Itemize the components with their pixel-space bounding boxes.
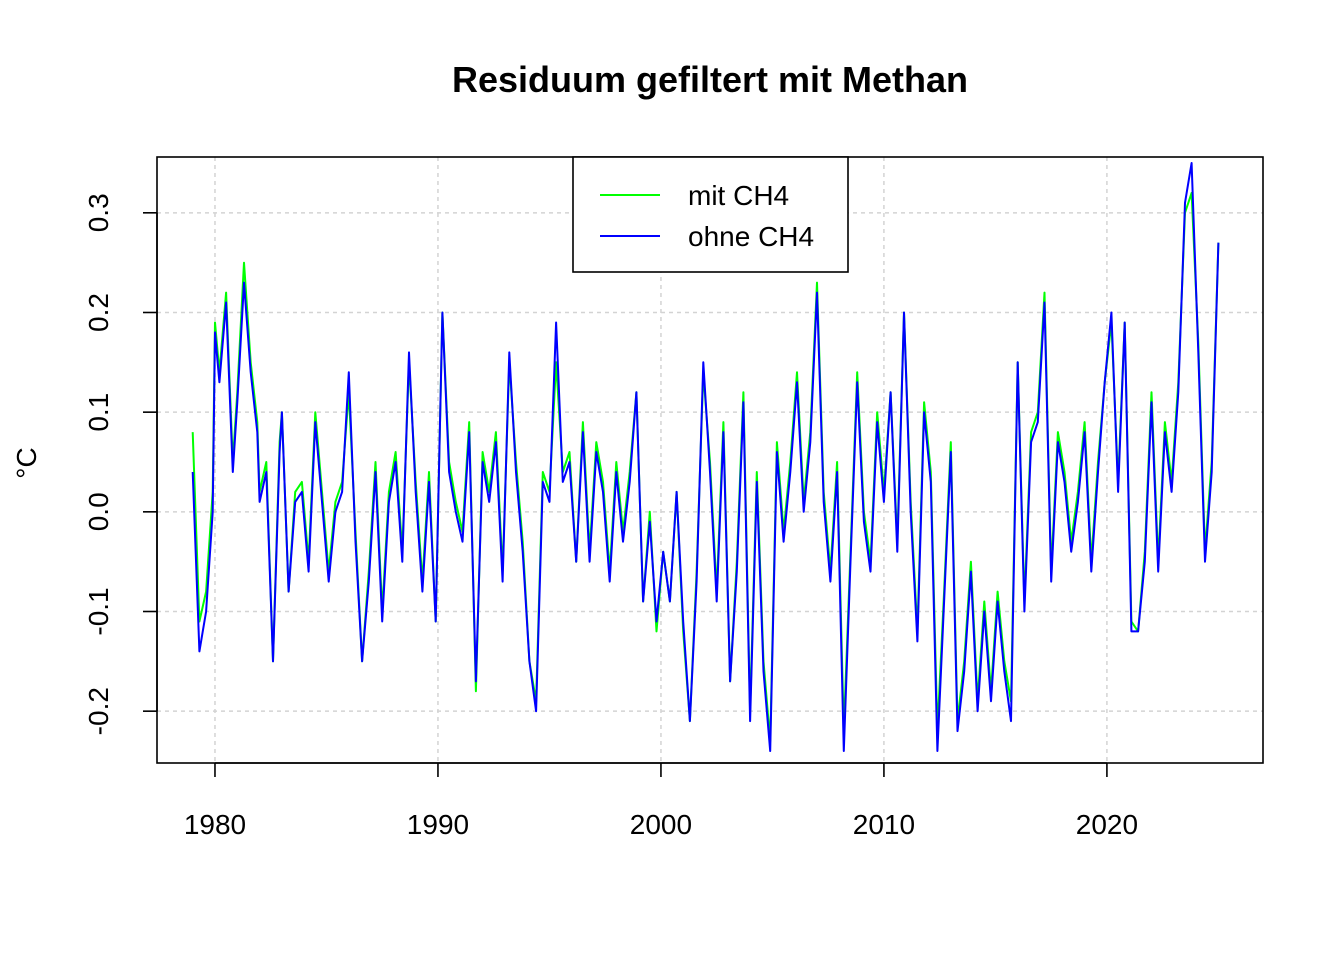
x-tick-label: 2020: [1076, 809, 1138, 840]
x-tick-label: 2010: [853, 809, 915, 840]
y-tick-label: 0.1: [83, 393, 114, 432]
legend-label-ohne-ch4: ohne CH4: [688, 221, 814, 252]
y-axis: -0.2 -0.1 0.0 0.1 0.2 0.3: [83, 193, 158, 735]
chart-title: Residuum gefiltert mit Methan: [452, 59, 968, 100]
legend-label-mit-ch4: mit CH4: [688, 180, 789, 211]
grid-lines: [157, 157, 1263, 763]
y-axis-label: °C: [11, 447, 42, 478]
y-tick-label: 0.0: [83, 492, 114, 531]
y-tick-label: 0.2: [83, 293, 114, 332]
legend-box: [572, 156, 849, 273]
series-line-mit-ch4: [191, 191, 1220, 743]
series-lines: [191, 162, 1220, 752]
legend: mit CH4 ohne CH4: [572, 156, 849, 273]
x-tick-label: 1990: [407, 809, 469, 840]
y-tick-label: -0.1: [83, 587, 114, 635]
x-tick-label: 1980: [184, 809, 246, 840]
x-axis: 1980 1990 2000 2010 2020: [184, 762, 1138, 840]
series-line-ohne-ch4: [191, 162, 1220, 752]
x-tick-label: 2000: [630, 809, 692, 840]
y-tick-label: -0.2: [83, 687, 114, 735]
y-tick-label: 0.3: [83, 193, 114, 232]
